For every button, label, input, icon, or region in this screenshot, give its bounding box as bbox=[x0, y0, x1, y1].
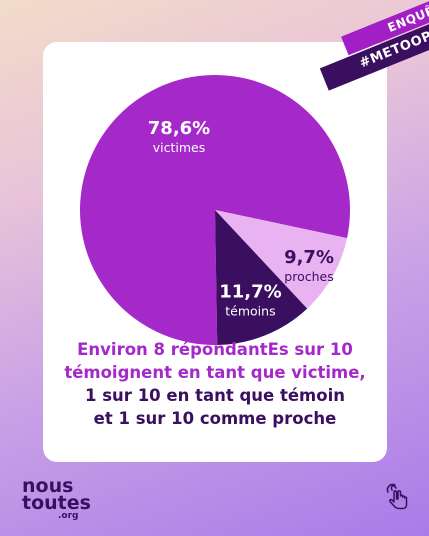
caption-line-1: Environ 8 répondantEs sur 10 bbox=[77, 340, 353, 359]
caption-line-2: témoignent en tant que victime, bbox=[64, 363, 366, 382]
logo-word-org: .org bbox=[58, 511, 79, 521]
pie-category-label-0: victimes bbox=[153, 140, 206, 155]
pie-value-label-2: 11,7% bbox=[219, 282, 281, 303]
pie-value-label-0: 78,6% bbox=[148, 118, 210, 139]
pie-category-label-1: proches bbox=[284, 269, 333, 284]
caption-line-4: et 1 sur 10 comme proche bbox=[93, 409, 337, 428]
pie-slice-1 bbox=[215, 210, 348, 309]
pie-value-label-1: 9,7% bbox=[284, 247, 334, 268]
pie-slice-0 bbox=[80, 74, 351, 345]
pie-category-label-2: témoins bbox=[225, 304, 275, 319]
logo-word-toutes: toutes bbox=[22, 492, 91, 514]
noustoutes-logo: nous toutes .org bbox=[22, 475, 102, 521]
caption-line-3: 1 sur 10 en tant que témoin bbox=[85, 386, 345, 405]
pie-slice-2 bbox=[215, 210, 308, 345]
swipe-hand-icon bbox=[380, 480, 412, 512]
chart-caption: Environ 8 répondantEs sur 10 témoignent … bbox=[43, 338, 387, 430]
logo-word-nous: nous bbox=[22, 475, 74, 497]
